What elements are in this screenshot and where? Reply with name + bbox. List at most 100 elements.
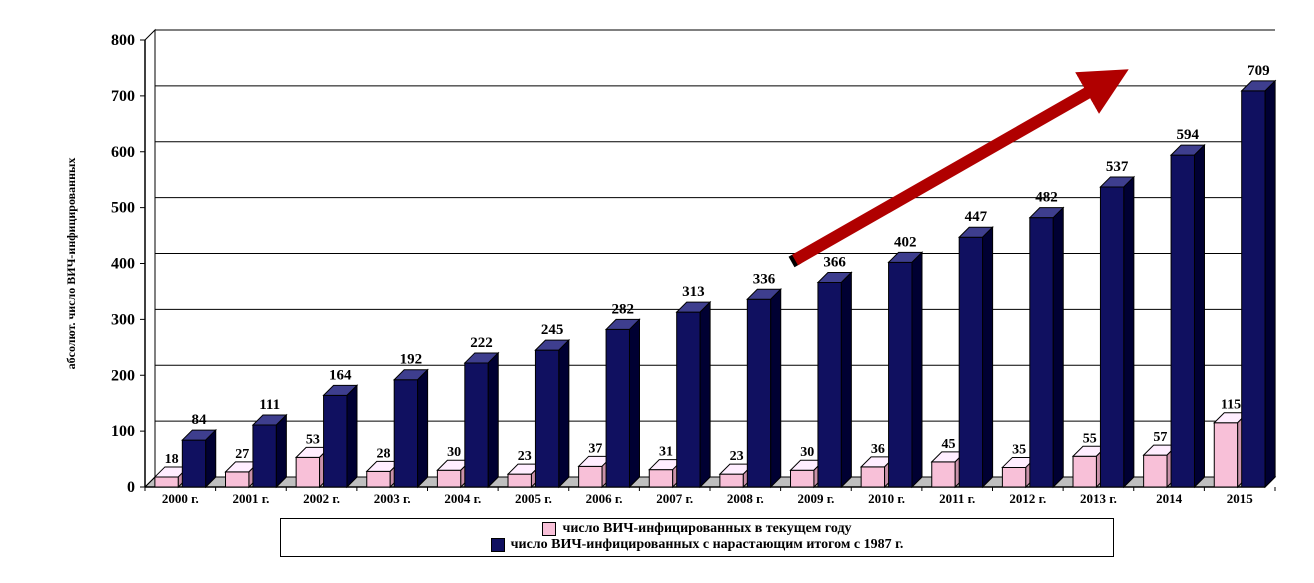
bar-front: [889, 262, 912, 487]
bar-front: [1030, 218, 1053, 487]
x-tick-label: 2010 г.: [868, 491, 905, 506]
legend: число ВИЧ-инфицированных в текущем году …: [280, 518, 1114, 557]
x-tick-label: 2002 г.: [303, 491, 340, 506]
bar-value-label: 192: [400, 352, 423, 368]
x-tick-label: 2011 г.: [939, 491, 975, 506]
bar-front: [226, 472, 249, 487]
bar-value-label: 222: [470, 335, 493, 351]
bar-value-label: 84: [192, 412, 208, 428]
bar-side: [1265, 81, 1275, 487]
bar-front: [818, 282, 841, 487]
bar-value-label: 366: [823, 254, 846, 270]
bar-value-label: 709: [1247, 63, 1270, 79]
x-tick-label: 2008 г.: [727, 491, 764, 506]
bar-front: [182, 440, 205, 487]
bar-side: [912, 252, 922, 487]
bar-side: [347, 385, 357, 487]
bar-front: [437, 470, 460, 487]
bar-front: [1100, 187, 1123, 487]
y-tick-label: 500: [111, 200, 135, 217]
bar-side: [771, 289, 781, 487]
bar-value-label: 53: [306, 432, 320, 447]
bar-value-label: 402: [894, 234, 917, 250]
bar-value-label: 164: [329, 367, 352, 383]
bar-value-label: 55: [1083, 431, 1097, 446]
bar-value-label: 36: [871, 442, 885, 457]
chart-container: 0100200300400500600700800абсолют. число …: [40, 10, 1300, 570]
bar-value-label: 537: [1106, 159, 1129, 175]
bar-value-label: 482: [1035, 190, 1058, 206]
bar-side: [841, 272, 851, 487]
x-tick-label: 2014: [1156, 491, 1183, 506]
bar-value-label: 111: [259, 397, 280, 413]
y-tick-label: 100: [111, 423, 135, 440]
bar-side: [1194, 145, 1204, 487]
bar-value-label: 31: [659, 445, 673, 460]
bar-side: [983, 227, 993, 487]
y-tick-label: 200: [111, 367, 135, 384]
bar-value-label: 23: [730, 449, 744, 464]
x-tick-label: 2005 г.: [515, 491, 552, 506]
bar-front: [535, 350, 558, 487]
legend-row-current: число ВИЧ-инфицированных в текущем году: [287, 521, 1107, 537]
legend-label-cumulative: число ВИЧ-инфицированных с нарастающим и…: [511, 537, 904, 553]
bar-front: [508, 474, 531, 487]
x-tick-label: 2006 г.: [586, 491, 623, 506]
x-tick-label: 2015: [1227, 491, 1254, 506]
y-tick-label: 800: [111, 32, 135, 49]
bar-front: [579, 466, 602, 487]
bar-side: [418, 370, 428, 487]
bar-value-label: 37: [588, 441, 602, 456]
bar-front: [720, 474, 743, 487]
bar-side: [629, 319, 639, 487]
x-tick-label: 2001 г.: [232, 491, 269, 506]
bar-side: [559, 340, 569, 487]
bar-front: [324, 395, 347, 487]
bar-side: [1124, 177, 1134, 487]
bar-front: [1002, 467, 1025, 487]
bar-side: [1053, 208, 1063, 487]
bar-side: [488, 353, 498, 487]
bar-value-label: 30: [800, 445, 814, 460]
legend-label-current: число ВИЧ-инфицированных в текущем году: [562, 521, 851, 537]
bar-front: [1144, 455, 1167, 487]
bar-value-label: 447: [965, 209, 988, 225]
legend-swatch-cumulative: [491, 538, 505, 552]
y-tick-label: 300: [111, 311, 135, 328]
bar-side: [700, 302, 710, 487]
bar-front: [606, 329, 629, 487]
y-tick-label: 700: [111, 88, 135, 105]
bar-side: [206, 430, 216, 487]
bar-front: [861, 467, 884, 487]
bar-value-label: 18: [165, 452, 179, 467]
x-tick-label: 2007 г.: [656, 491, 693, 506]
x-tick-label: 2009 г.: [797, 491, 834, 506]
y-tick-label: 600: [111, 144, 135, 161]
y-tick-label: 400: [111, 256, 135, 273]
bar-front: [367, 471, 390, 487]
bar-value-label: 35: [1012, 442, 1026, 457]
bar-front: [1242, 91, 1265, 487]
bar-front: [747, 299, 770, 487]
bar-value-label: 594: [1177, 127, 1200, 143]
bar-front: [465, 363, 488, 487]
bar-value-label: 115: [1221, 398, 1241, 413]
bar-front: [253, 425, 276, 487]
bar-front: [1214, 423, 1237, 487]
bar-front: [649, 470, 672, 487]
x-tick-label: 2003 г.: [374, 491, 411, 506]
bar-value-label: 313: [682, 284, 705, 300]
bar-value-label: 23: [518, 449, 532, 464]
legend-row-cumulative: число ВИЧ-инфицированных с нарастающим и…: [287, 537, 1107, 553]
bar-value-label: 30: [447, 445, 461, 460]
bar-side: [276, 415, 286, 487]
bar-front: [1073, 456, 1096, 487]
bar-value-label: 28: [376, 446, 390, 461]
x-tick-label: 2004 г.: [444, 491, 481, 506]
bar-front: [791, 470, 814, 487]
x-tick-label: 2013 г.: [1080, 491, 1117, 506]
bar-front: [394, 380, 417, 487]
bar-value-label: 27: [235, 447, 249, 462]
bar-value-label: 245: [541, 322, 564, 338]
bar-front: [296, 457, 319, 487]
